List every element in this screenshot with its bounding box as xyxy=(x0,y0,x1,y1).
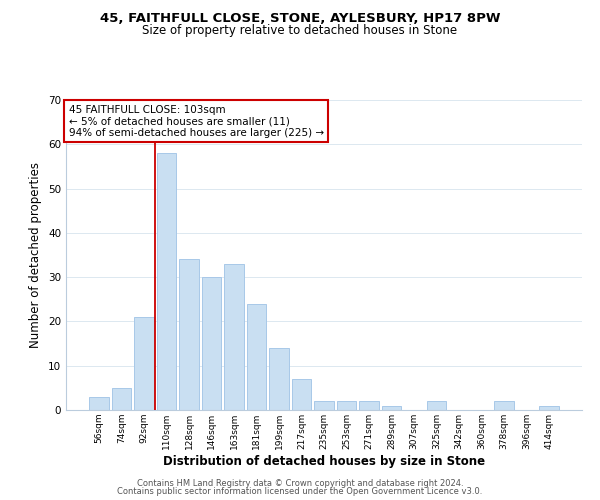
Text: Contains public sector information licensed under the Open Government Licence v3: Contains public sector information licen… xyxy=(118,487,482,496)
Bar xyxy=(89,396,109,410)
Bar xyxy=(247,304,266,410)
Bar xyxy=(427,401,446,410)
X-axis label: Distribution of detached houses by size in Stone: Distribution of detached houses by size … xyxy=(163,454,485,468)
Bar xyxy=(224,264,244,410)
Bar xyxy=(494,401,514,410)
Bar xyxy=(202,277,221,410)
Text: 45 FAITHFULL CLOSE: 103sqm
← 5% of detached houses are smaller (11)
94% of semi-: 45 FAITHFULL CLOSE: 103sqm ← 5% of detac… xyxy=(68,104,324,138)
Bar xyxy=(134,317,154,410)
Bar xyxy=(269,348,289,410)
Bar xyxy=(112,388,131,410)
Bar xyxy=(157,153,176,410)
Bar xyxy=(382,406,401,410)
Bar xyxy=(179,260,199,410)
Bar xyxy=(359,401,379,410)
Bar xyxy=(337,401,356,410)
Text: Contains HM Land Registry data © Crown copyright and database right 2024.: Contains HM Land Registry data © Crown c… xyxy=(137,478,463,488)
Y-axis label: Number of detached properties: Number of detached properties xyxy=(29,162,43,348)
Text: Size of property relative to detached houses in Stone: Size of property relative to detached ho… xyxy=(142,24,458,37)
Text: 45, FAITHFULL CLOSE, STONE, AYLESBURY, HP17 8PW: 45, FAITHFULL CLOSE, STONE, AYLESBURY, H… xyxy=(100,12,500,26)
Bar xyxy=(539,406,559,410)
Bar xyxy=(314,401,334,410)
Bar xyxy=(292,379,311,410)
